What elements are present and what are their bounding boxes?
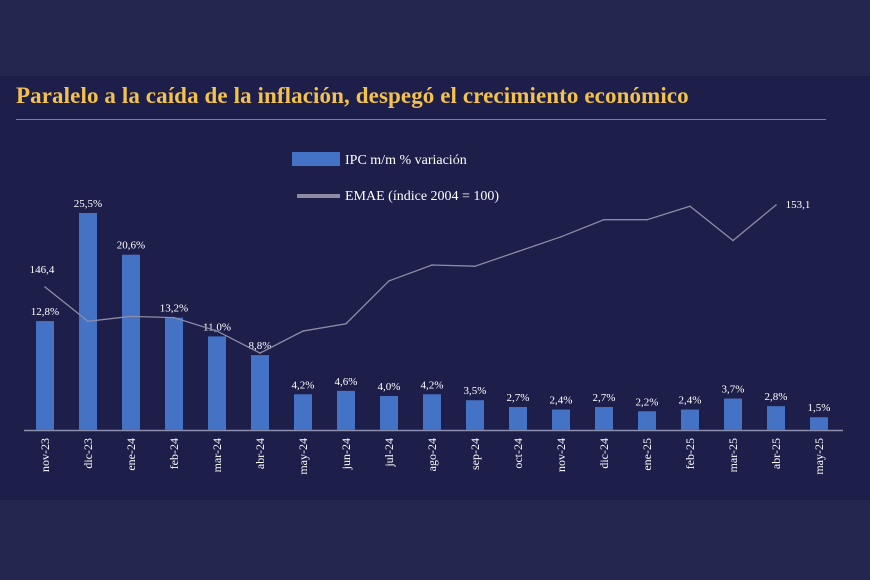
x-tick-label: abr-25	[769, 438, 783, 469]
x-tick-label: nov-24	[554, 438, 568, 472]
bar-feb-24	[165, 317, 183, 430]
bar-label: 13,2%	[160, 303, 188, 315]
bar-label: 11,0%	[203, 321, 231, 333]
bar-sep-24	[466, 400, 484, 430]
bar-nov-23	[36, 321, 54, 430]
emae-point-mar-25	[732, 239, 734, 242]
bar-jun-24	[337, 390, 355, 430]
emae-label: 146,4	[30, 264, 55, 276]
chart-title: Paralelo a la caída de la inflación, des…	[16, 83, 689, 108]
bar-label: 2,7%	[593, 392, 616, 404]
bar-label: 3,7%	[722, 384, 745, 396]
emae-line	[44, 204, 777, 354]
x-tick-label: nov-23	[38, 438, 52, 472]
legend: IPC m/m % variación EMAE (índice 2004 = …	[292, 152, 499, 204]
bar-label: 2,7%	[507, 392, 530, 404]
emae-point-mar-24	[216, 330, 218, 332]
bar-label: 2,4%	[679, 395, 702, 407]
bar-label: 2,4%	[550, 395, 573, 407]
x-tick-label: ene-25	[640, 438, 654, 471]
x-tick-label: feb-24	[167, 438, 181, 469]
bar-label: 4,0%	[378, 381, 401, 393]
bar-nov-24	[552, 409, 570, 430]
emae-point-oct-24	[517, 250, 519, 253]
x-tick-label: dic-23	[81, 438, 95, 469]
x-tick-label: may-25	[812, 438, 826, 475]
bar-ene-25	[638, 411, 656, 430]
bar-feb-25	[681, 409, 699, 430]
legend-swatch-emae	[297, 194, 340, 198]
bar-mar-25	[724, 398, 742, 430]
bar-label: 4,2%	[292, 379, 315, 391]
x-tick-label: ago-24	[425, 438, 439, 471]
x-tick-label: jun-24	[339, 438, 353, 470]
x-tick-label: feb-25	[683, 438, 697, 469]
emae-point-feb-24	[173, 316, 175, 319]
emae-point-sep-24	[474, 265, 476, 267]
bar-may-25	[810, 417, 828, 430]
emae-point-feb-25	[689, 205, 691, 208]
bar-label: 1,5%	[808, 402, 831, 414]
bar-label: 25,5%	[74, 198, 102, 210]
x-tick-label: oct-24	[511, 438, 525, 469]
bar-ene-24	[122, 254, 140, 430]
legend-swatch-ipc	[292, 152, 340, 166]
bar-label: 12,8%	[31, 306, 59, 318]
legend-label-emae: EMAE (índice 2004 = 100)	[345, 189, 499, 204]
emae-label: 153,1	[786, 199, 811, 211]
bar-oct-24	[509, 407, 527, 430]
bar-label: 4,2%	[421, 379, 444, 391]
bar-may-24	[294, 394, 312, 430]
bar-jul-24	[380, 395, 398, 430]
legend-label-ipc: IPC m/m % variación	[345, 153, 467, 168]
emae-point-jun-24	[345, 322, 347, 325]
bar-label: 20,6%	[117, 240, 145, 252]
x-tick-label: mar-25	[726, 438, 740, 472]
x-tick-label: dic-24	[597, 438, 611, 469]
bar-label: 4,6%	[335, 376, 358, 388]
bar-label: 8,8%	[249, 340, 272, 352]
emae-point-dic-24	[603, 218, 605, 221]
emae-point-jul-24	[388, 280, 390, 282]
emae-point-abr-25	[775, 204, 777, 206]
x-tick-label: jul-24	[382, 438, 396, 468]
bar-abr-25	[767, 406, 785, 430]
emae-point-ago-24	[431, 264, 433, 266]
x-tick-label: may-24	[296, 438, 310, 475]
emae-point-dic-23	[87, 320, 89, 323]
emae-point-ene-25	[646, 218, 648, 221]
bar-label: 2,8%	[765, 391, 788, 403]
title-divider	[16, 119, 826, 120]
bar-label: 2,2%	[636, 396, 659, 408]
x-tick-label: sep-24	[468, 438, 482, 470]
bar-dic-24	[595, 407, 613, 430]
x-tick-label: abr-24	[253, 438, 267, 469]
emae-point-may-24	[302, 330, 304, 332]
bar-abr-24	[251, 355, 269, 430]
emae-point-nov-23	[44, 286, 46, 288]
emae-point-abr-24	[259, 352, 261, 354]
x-tick-label: ene-24	[124, 438, 138, 471]
emae-point-ene-24	[130, 315, 132, 318]
emae-point-nov-24	[560, 236, 562, 238]
bar-ago-24	[423, 394, 441, 430]
bar-mar-24	[208, 336, 226, 430]
bar-label: 3,5%	[464, 385, 487, 397]
x-tick-label: mar-24	[210, 438, 224, 472]
